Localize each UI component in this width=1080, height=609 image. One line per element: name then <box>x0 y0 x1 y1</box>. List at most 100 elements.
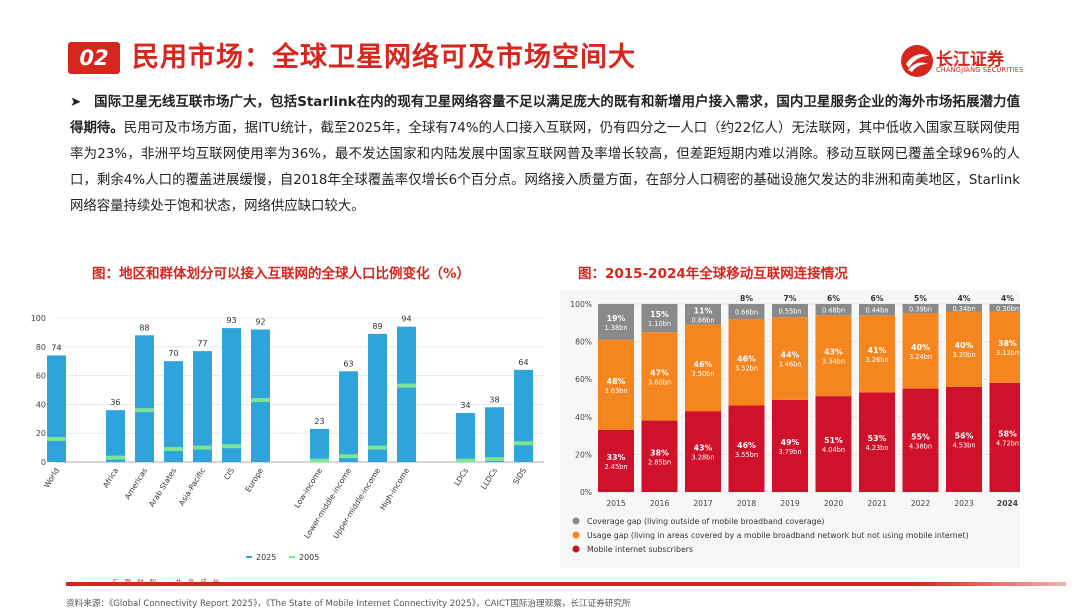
abs-label: 4.23bn <box>865 444 888 452</box>
x-tick-label: World <box>42 466 61 489</box>
y-tick-label: 0% <box>580 488 592 497</box>
abs-label: 0.48bn <box>822 307 845 315</box>
pct-label: 43% <box>824 348 843 357</box>
stack-segment-coverage-gap <box>728 304 765 320</box>
data-label: 63 <box>343 359 353 368</box>
pct-label: 55% <box>911 432 930 441</box>
chart-legend: Coverage gap (living outside of mobile b… <box>572 517 969 554</box>
pct-label: 19% <box>607 314 626 323</box>
abs-label: 4.53bn <box>952 441 975 449</box>
abs-label: 2.85bn <box>648 458 671 466</box>
y-tick-label: 0 <box>41 458 46 467</box>
pct-label: 46% <box>694 360 713 369</box>
abs-label: 3.24bn <box>909 353 932 361</box>
abs-label: 4.38bn <box>909 442 932 450</box>
pct-label: 38% <box>998 339 1017 348</box>
bar-2025 <box>514 369 533 462</box>
data-label: 34 <box>460 401 470 410</box>
pct-label: 4% <box>958 294 971 303</box>
company-logo: 长江证券 CHANGJIANG SECURITIES <box>900 44 1030 78</box>
summary-bold-text: 国际卫星无线互联市场广大，包括Starlink在内的现有卫星网络容量不足以满足庞… <box>70 95 1020 136</box>
legend-label-2005: 2005 <box>299 553 319 562</box>
marker-2005 <box>310 458 329 463</box>
x-tick-label: Low-income <box>292 466 324 510</box>
x-tick-label: Americas <box>123 466 149 501</box>
stack-segment-coverage-gap <box>902 304 939 314</box>
marker-2005 <box>368 445 387 450</box>
pct-label: 46% <box>737 354 756 363</box>
summary-paragraph: ➤ 国际卫星无线互联市场广大，包括Starlink在内的现有卫星网络容量不足以满足… <box>70 90 1020 220</box>
legend-label: Usage gap (living in areas covered by a … <box>587 531 969 540</box>
stack-segment-usage-gap <box>641 332 678 421</box>
bar-2025 <box>397 326 416 462</box>
stack-segment-usage-gap <box>598 339 634 430</box>
abs-label: 3.50bn <box>691 370 714 378</box>
x-tick-label: 2017 <box>693 499 712 508</box>
abs-label: 3.12bn <box>996 349 1019 357</box>
x-tick-label: Africa <box>101 466 120 489</box>
marker-2005 <box>193 445 212 450</box>
abs-label: 3.28bn <box>691 454 714 462</box>
mobile-connectivity-stacked-chart: 0%20%40%60%80%100%33%2.45bn48%3.63bn19%1… <box>560 290 1020 568</box>
pct-label: 47% <box>650 368 669 377</box>
data-label: 89 <box>372 322 382 331</box>
x-tick-label: Arab States <box>147 466 178 508</box>
abs-label: 3.55bn <box>735 451 758 459</box>
pct-label: 38% <box>650 448 669 457</box>
bar-2025 <box>135 335 154 462</box>
pct-label: 4% <box>1001 294 1014 303</box>
y-tick-label: 20% <box>575 450 592 459</box>
legend-swatch <box>572 517 580 525</box>
y-tick-label: 100 <box>31 314 46 323</box>
bar-2025 <box>368 333 387 462</box>
stack-segment-subscribers <box>598 429 634 492</box>
legend-label: Mobile internet subscribers <box>587 545 693 554</box>
stack-segment-coverage-gap <box>641 304 678 333</box>
abs-label: 0.30bn <box>996 305 1019 313</box>
stack-segment-coverage-gap <box>859 304 895 316</box>
y-tick-label: 100% <box>570 300 592 309</box>
bar-2025 <box>47 355 66 462</box>
right-chart-title: 图：2015-2024年全球移动互联网连接情况 <box>578 266 848 282</box>
stack-segment-subscribers <box>946 386 982 492</box>
legend-swatch <box>572 545 580 553</box>
data-label: 74 <box>51 343 61 352</box>
pct-label: 6% <box>871 294 884 303</box>
x-tick-label: High-income <box>378 466 411 512</box>
stack-segment-coverage-gap <box>989 304 1020 312</box>
data-label: 70 <box>168 349 178 358</box>
abs-label: 3.60bn <box>648 378 671 386</box>
y-tick-label: 60% <box>575 375 592 384</box>
stack-segment-subscribers <box>815 396 852 492</box>
pct-label: 48% <box>607 377 626 386</box>
data-label: 64 <box>518 358 528 367</box>
marker-2005 <box>514 441 533 446</box>
x-tick-label: LLDCs <box>479 466 499 491</box>
marker-2005 <box>397 383 416 388</box>
legend-label: Coverage gap (living outside of mobile b… <box>587 517 824 526</box>
logo-mark-icon <box>901 45 933 77</box>
marker-2005 <box>456 458 475 463</box>
marker-2005 <box>106 455 125 460</box>
bullet-arrow-icon: ➤ <box>70 95 82 110</box>
bar-2025 <box>106 410 125 462</box>
abs-label: 1.38bn <box>604 324 627 332</box>
summary-body-text: 民用可及市场方面，据ITU统计，截至2025年，全球有74%的人口接入互联网，仍… <box>70 121 1020 214</box>
x-tick-label: 2019 <box>780 499 799 508</box>
pct-label: 56% <box>955 431 974 440</box>
section-number-badge: 02 <box>68 42 120 74</box>
bar-2025 <box>164 361 183 462</box>
internet-access-bar-chart: 0 20 40 60 80 100 74 World 36 Africa 88 Americas 70 A… <box>31 314 544 562</box>
data-label: 88 <box>139 323 149 332</box>
data-label: 36 <box>110 398 120 407</box>
stack-segment-subscribers <box>685 411 721 492</box>
x-tick-label: 2023 <box>954 499 973 508</box>
marker-2005 <box>164 447 183 452</box>
pct-label: 33% <box>607 453 626 462</box>
pct-label: 5% <box>914 294 927 303</box>
bar-2025 <box>339 371 358 462</box>
pct-label: 7% <box>784 294 797 303</box>
pct-label: 46% <box>737 441 756 450</box>
stack-segment-subscribers <box>772 399 808 492</box>
source-note: 资料来源：《Global Connectivity Report 2025》，《… <box>66 599 631 609</box>
